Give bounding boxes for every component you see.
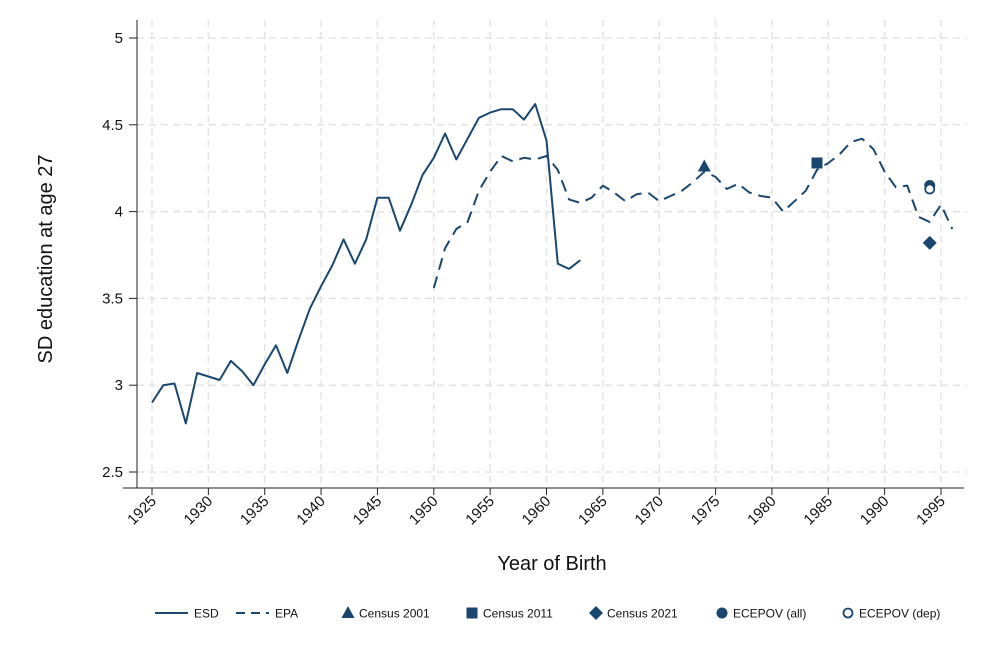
data-point-epa	[579, 202, 581, 204]
legend-label: ECEPOV (dep)	[859, 607, 940, 621]
legend-marker	[842, 607, 854, 619]
series-line-esd	[151, 103, 581, 425]
data-point-census-2001	[697, 159, 711, 172]
x-tick-label: 1985	[800, 493, 836, 529]
y-tick-label: 4	[115, 204, 123, 221]
series-group	[151, 103, 954, 425]
x-tick-label: 1975	[688, 493, 724, 529]
legend-item-census-2011: Census 2011	[466, 607, 553, 621]
legend-label: Census 2001	[359, 607, 430, 621]
legend-label: Census 2011	[483, 607, 553, 621]
data-point-epa	[478, 190, 480, 192]
grid	[137, 20, 967, 488]
legend-marker	[341, 606, 355, 618]
legend: ESD EPA Census 2001 Census 2011 Census 2021 E…	[155, 606, 940, 621]
legend-label: ECEPOV (all)	[733, 607, 806, 621]
legend-marker	[716, 607, 728, 619]
x-tick-label: 1940	[293, 493, 329, 529]
y-tick-label: 5	[115, 30, 123, 47]
data-point-epa	[534, 159, 536, 161]
legend-item-ecepov-all: ECEPOV (all)	[716, 607, 806, 621]
legend-marker	[466, 607, 478, 619]
legend-item-epa: EPA	[236, 607, 298, 621]
legend-label: ESD	[194, 607, 219, 621]
y-tick-label: 4.5	[102, 117, 123, 134]
x-tick-label: 1955	[462, 493, 498, 529]
y-tick-label: 2.5	[102, 464, 123, 481]
x-tick-label: 1930	[181, 493, 217, 529]
y-tick-label: 3	[115, 377, 123, 394]
x-tick-label: 1995	[913, 493, 949, 529]
data-point-epa	[771, 197, 773, 199]
data-point-epa	[613, 192, 615, 194]
axes: 2.5 3 3.5 4 4.5 5 1925 1930 1935 1940 1945 1950 1955…	[102, 20, 964, 528]
legend-label: EPA	[275, 607, 298, 621]
series-line-epa	[432, 137, 954, 289]
x-tick-label: 1925	[124, 493, 160, 529]
legend-marker	[589, 606, 603, 620]
data-point-census-2021	[922, 235, 937, 250]
legend-label: Census 2021	[607, 607, 678, 621]
data-point-ecepov-dep	[924, 183, 936, 195]
y-axis-title: SD education at age 27	[35, 154, 57, 363]
legend-item-ecepov-dep: ECEPOV (dep)	[842, 607, 940, 621]
data-point-epa	[737, 183, 739, 185]
legend-item-census-2001: Census 2001	[341, 606, 430, 621]
y-tick-label: 3.5	[102, 290, 123, 307]
x-tick-label: 1980	[744, 493, 780, 529]
x-tick-label: 1935	[237, 493, 273, 529]
x-tick-label: 1970	[631, 493, 667, 529]
x-tick-label: 1990	[857, 493, 893, 529]
x-tick-label: 1950	[406, 493, 442, 529]
data-point-census-2011	[811, 157, 823, 169]
x-tick-label: 1965	[575, 493, 611, 529]
data-point-epa	[692, 181, 694, 183]
legend-item-esd: ESD	[155, 607, 219, 621]
x-axis-title: Year of Birth	[497, 553, 606, 575]
x-tick-label: 1960	[519, 493, 555, 529]
legend-item-census-2021: Census 2021	[589, 606, 678, 621]
data-point-epa	[850, 141, 852, 143]
x-tick-label: 1945	[350, 493, 386, 529]
